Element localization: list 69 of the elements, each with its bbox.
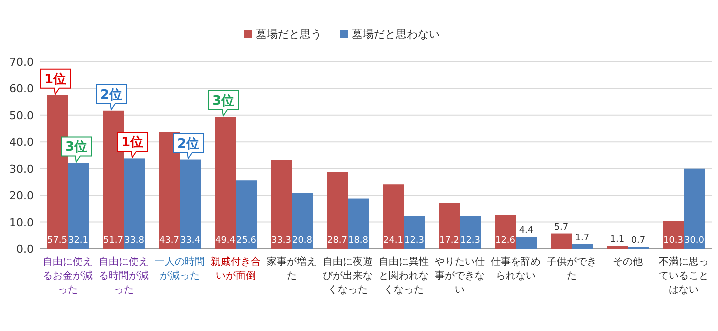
data-label: 33.3 <box>271 236 292 246</box>
data-label: 1.1 <box>610 235 625 246</box>
data-label: 33.4 <box>180 236 201 246</box>
data-label: 17.2 <box>439 236 460 246</box>
data-label: 20.8 <box>292 236 313 246</box>
x-tick-label: 自由に夜遊びが出来なくなった <box>323 256 373 296</box>
x-tick-label: 家事が増えた <box>267 256 317 282</box>
bar <box>516 237 537 249</box>
y-tick-label: 40.0 <box>10 136 34 150</box>
data-label: 1.7 <box>575 233 590 244</box>
x-tick-label: やりたい仕事ができない <box>435 257 485 296</box>
bar <box>607 246 628 249</box>
data-label: 49.4 <box>215 236 236 246</box>
data-label: 30.0 <box>684 236 705 246</box>
legend-label: 墓場だと思わない <box>352 28 440 41</box>
bar <box>572 244 593 249</box>
bar <box>663 221 684 249</box>
data-label: 12.6 <box>495 236 516 246</box>
data-label: 28.7 <box>327 236 348 246</box>
y-tick-label: 60.0 <box>10 82 34 96</box>
bar <box>460 216 481 249</box>
x-tick-label: 自由に使えるお金が減った <box>43 256 93 296</box>
annotation: 3位 <box>65 140 88 156</box>
annotation: 3位 <box>212 94 235 110</box>
bar <box>383 184 404 249</box>
bar <box>404 216 425 249</box>
annotation: 2位 <box>177 136 200 152</box>
legend-label: 墓場だと思う <box>256 28 322 41</box>
x-tick-label: 子供ができた <box>547 257 597 282</box>
data-label: 0.7 <box>631 236 646 246</box>
bar <box>292 193 313 249</box>
annotation: 1位 <box>121 136 144 151</box>
bar <box>236 180 257 249</box>
bar <box>271 160 292 249</box>
bar <box>495 215 516 249</box>
x-tick-label: 一人の時間が減った <box>155 256 205 282</box>
bar <box>348 198 369 249</box>
data-label: 24.1 <box>383 236 404 246</box>
x-tick-label: 仕事を辞められない <box>491 256 541 282</box>
bar <box>684 168 705 249</box>
data-label: 12.3 <box>404 236 425 246</box>
data-label: 32.1 <box>68 236 89 246</box>
annotation: 1位 <box>44 72 67 88</box>
data-label: 57.5 <box>47 236 68 246</box>
x-tick-label: 自由に使える時間が減った <box>99 256 149 296</box>
bar <box>159 132 180 249</box>
data-label: 43.7 <box>159 236 180 246</box>
y-tick-label: 50.0 <box>10 109 34 122</box>
data-label: 25.6 <box>236 236 257 246</box>
x-tick-label: 自由に異性と関われなくなった <box>379 256 429 296</box>
data-label: 18.8 <box>348 236 369 246</box>
bar <box>551 234 572 249</box>
annotation: 2位 <box>100 88 123 103</box>
data-label: 5.7 <box>554 222 569 233</box>
y-tick-label: 20.0 <box>10 190 34 203</box>
y-tick-label: 10.0 <box>10 216 34 230</box>
bar <box>439 203 460 249</box>
bar <box>327 172 348 249</box>
data-label: 4.4 <box>519 226 534 236</box>
y-tick-label: 70.0 <box>10 56 34 69</box>
data-label: 51.7 <box>103 236 124 246</box>
x-tick-label: 不満に思っていることはない <box>659 256 709 296</box>
data-label: 12.3 <box>460 236 481 246</box>
x-tick-label: 親戚付き合いが面倒 <box>211 256 261 282</box>
x-tick-label: その他 <box>613 256 643 268</box>
data-label: 33.8 <box>124 236 145 246</box>
y-tick-label: 30.0 <box>10 162 34 176</box>
data-label: 10.3 <box>663 236 684 246</box>
y-tick-label: 0.0 <box>16 243 34 256</box>
